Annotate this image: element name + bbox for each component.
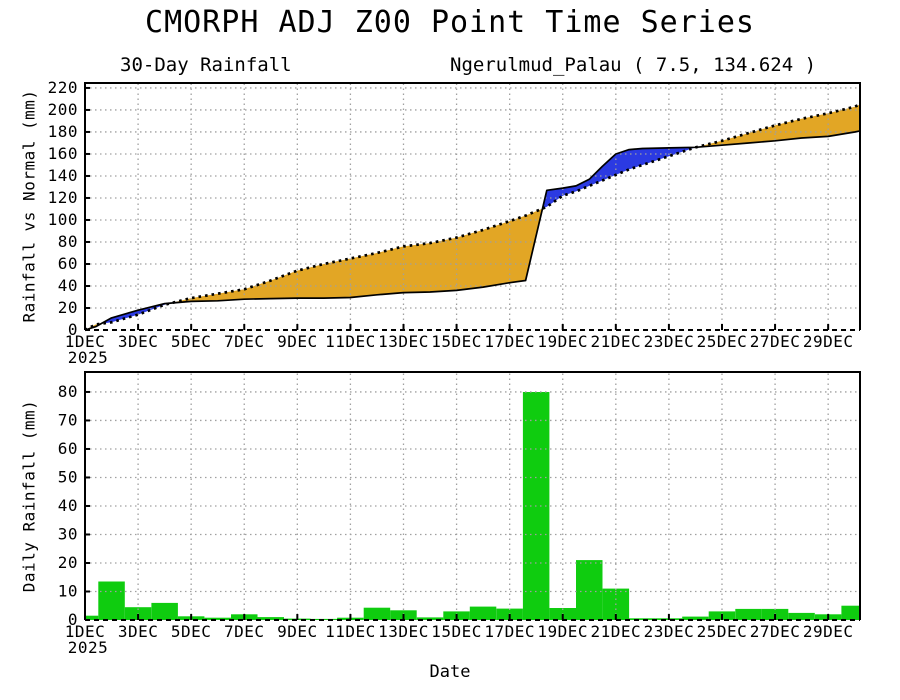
y-tick-label: 0 xyxy=(68,610,78,629)
station-label: Ngerulmud_Palau ( 7.5, 134.624 ) xyxy=(450,54,817,76)
daily-rain-bar xyxy=(682,616,709,620)
daily-rain-bar xyxy=(469,606,497,620)
plot-border xyxy=(84,82,861,330)
y-tick-label: 10 xyxy=(58,581,78,600)
daily-rain-bar xyxy=(363,607,391,620)
daily-rain-bar xyxy=(85,615,99,620)
x-tick-label: 15DEC xyxy=(431,332,482,351)
anomaly-shading xyxy=(85,104,860,330)
plot-border xyxy=(84,371,861,620)
x-axis-year-label: 2025 xyxy=(68,638,109,657)
x-tick-label: 13DEC xyxy=(378,622,429,641)
grid-lines xyxy=(85,83,860,330)
daily-rain-bar xyxy=(151,602,178,620)
y-tick-label: 180 xyxy=(48,122,78,141)
normal_cumulative_rainfall-line xyxy=(84,103,861,332)
x-tick-label: 25DEC xyxy=(697,622,748,641)
y-tick-label: 30 xyxy=(58,524,78,543)
x-tick-label: 9DEC xyxy=(277,622,318,641)
x-tick-label: 25DEC xyxy=(697,332,748,351)
x-tick-label: 11DEC xyxy=(325,332,376,351)
daily-rain-bar xyxy=(841,605,860,620)
x-tick-label: 19DEC xyxy=(537,622,588,641)
x-tick-label: 13DEC xyxy=(378,332,429,351)
daily-rain-bar xyxy=(98,581,125,620)
daily-rain-bar xyxy=(204,617,231,620)
y-tick-label: 200 xyxy=(48,100,78,119)
y-tick-label: 160 xyxy=(48,144,78,163)
x-tick-label: 1DEC xyxy=(65,622,106,641)
daily-rain-bar xyxy=(257,617,284,620)
x-tick-label: 23DEC xyxy=(644,622,695,641)
x-tick-label: 3DEC xyxy=(118,622,159,641)
x-tick-label: 11DEC xyxy=(325,622,376,641)
y-tick-label: 140 xyxy=(48,166,78,185)
daily-rain-bar xyxy=(735,608,762,620)
y-tick-label: 120 xyxy=(48,188,78,207)
y-tick-label: 60 xyxy=(58,254,78,273)
x-tick-label: 29DEC xyxy=(803,622,854,641)
x-tick-label: 3DEC xyxy=(118,332,159,351)
observed_cumulative_rainfall-line xyxy=(84,130,861,331)
chart-subtitle: 30-Day Rainfall xyxy=(120,54,292,76)
above-normal-fill xyxy=(542,147,697,209)
x-tick-label: 7DEC xyxy=(224,622,265,641)
x-axis-title: Date xyxy=(429,662,471,682)
y-tick-label: 50 xyxy=(58,467,78,486)
axis-ticks xyxy=(84,86,830,331)
x-tick-label: 9DEC xyxy=(277,332,318,351)
x-axis-year-label: 2025 xyxy=(68,348,109,367)
x-tick-label: 21DEC xyxy=(590,622,641,641)
y-tick-label: 70 xyxy=(58,410,78,429)
above-normal-fill xyxy=(100,303,172,324)
y-tick-label: 80 xyxy=(58,382,78,401)
y-tick-label: 80 xyxy=(58,232,78,251)
y-tick-label: 40 xyxy=(58,496,78,515)
y-tick-label: 20 xyxy=(58,298,78,317)
x-tick-label: 15DEC xyxy=(431,622,482,641)
x-tick-label: 1DEC xyxy=(65,332,106,351)
x-tick-label: 27DEC xyxy=(750,622,801,641)
x-tick-label: 19DEC xyxy=(537,332,588,351)
y-tick-label: 220 xyxy=(48,78,78,97)
y-tick-label: 60 xyxy=(58,439,78,458)
y-tick-label: 0 xyxy=(68,320,78,339)
x-tick-label: 5DEC xyxy=(171,622,212,641)
x-tick-label: 21DEC xyxy=(590,332,641,351)
daily-rain-bar xyxy=(576,560,603,620)
daily-rain-bar xyxy=(788,612,815,620)
axis-ticks xyxy=(84,390,830,621)
page-title: CMORPH ADJ Z00 Point Time Series xyxy=(145,5,755,40)
x-tick-label: 7DEC xyxy=(224,332,265,351)
grid-lines xyxy=(85,372,860,620)
x-tick-label: 27DEC xyxy=(750,332,801,351)
x-tick-label: 29DEC xyxy=(803,332,854,351)
x-tick-label: 23DEC xyxy=(644,332,695,351)
x-tick-label: 17DEC xyxy=(484,622,535,641)
y-tick-label: 20 xyxy=(58,553,78,572)
y-tick-label: 100 xyxy=(48,210,78,229)
x-tick-label: 5DEC xyxy=(171,332,212,351)
below-normal-fill xyxy=(171,208,543,303)
y-tick-label: 40 xyxy=(58,276,78,295)
daily-rain-bar xyxy=(629,618,656,620)
x-tick-label: 17DEC xyxy=(484,332,535,351)
daily-rain-bar xyxy=(416,617,444,620)
